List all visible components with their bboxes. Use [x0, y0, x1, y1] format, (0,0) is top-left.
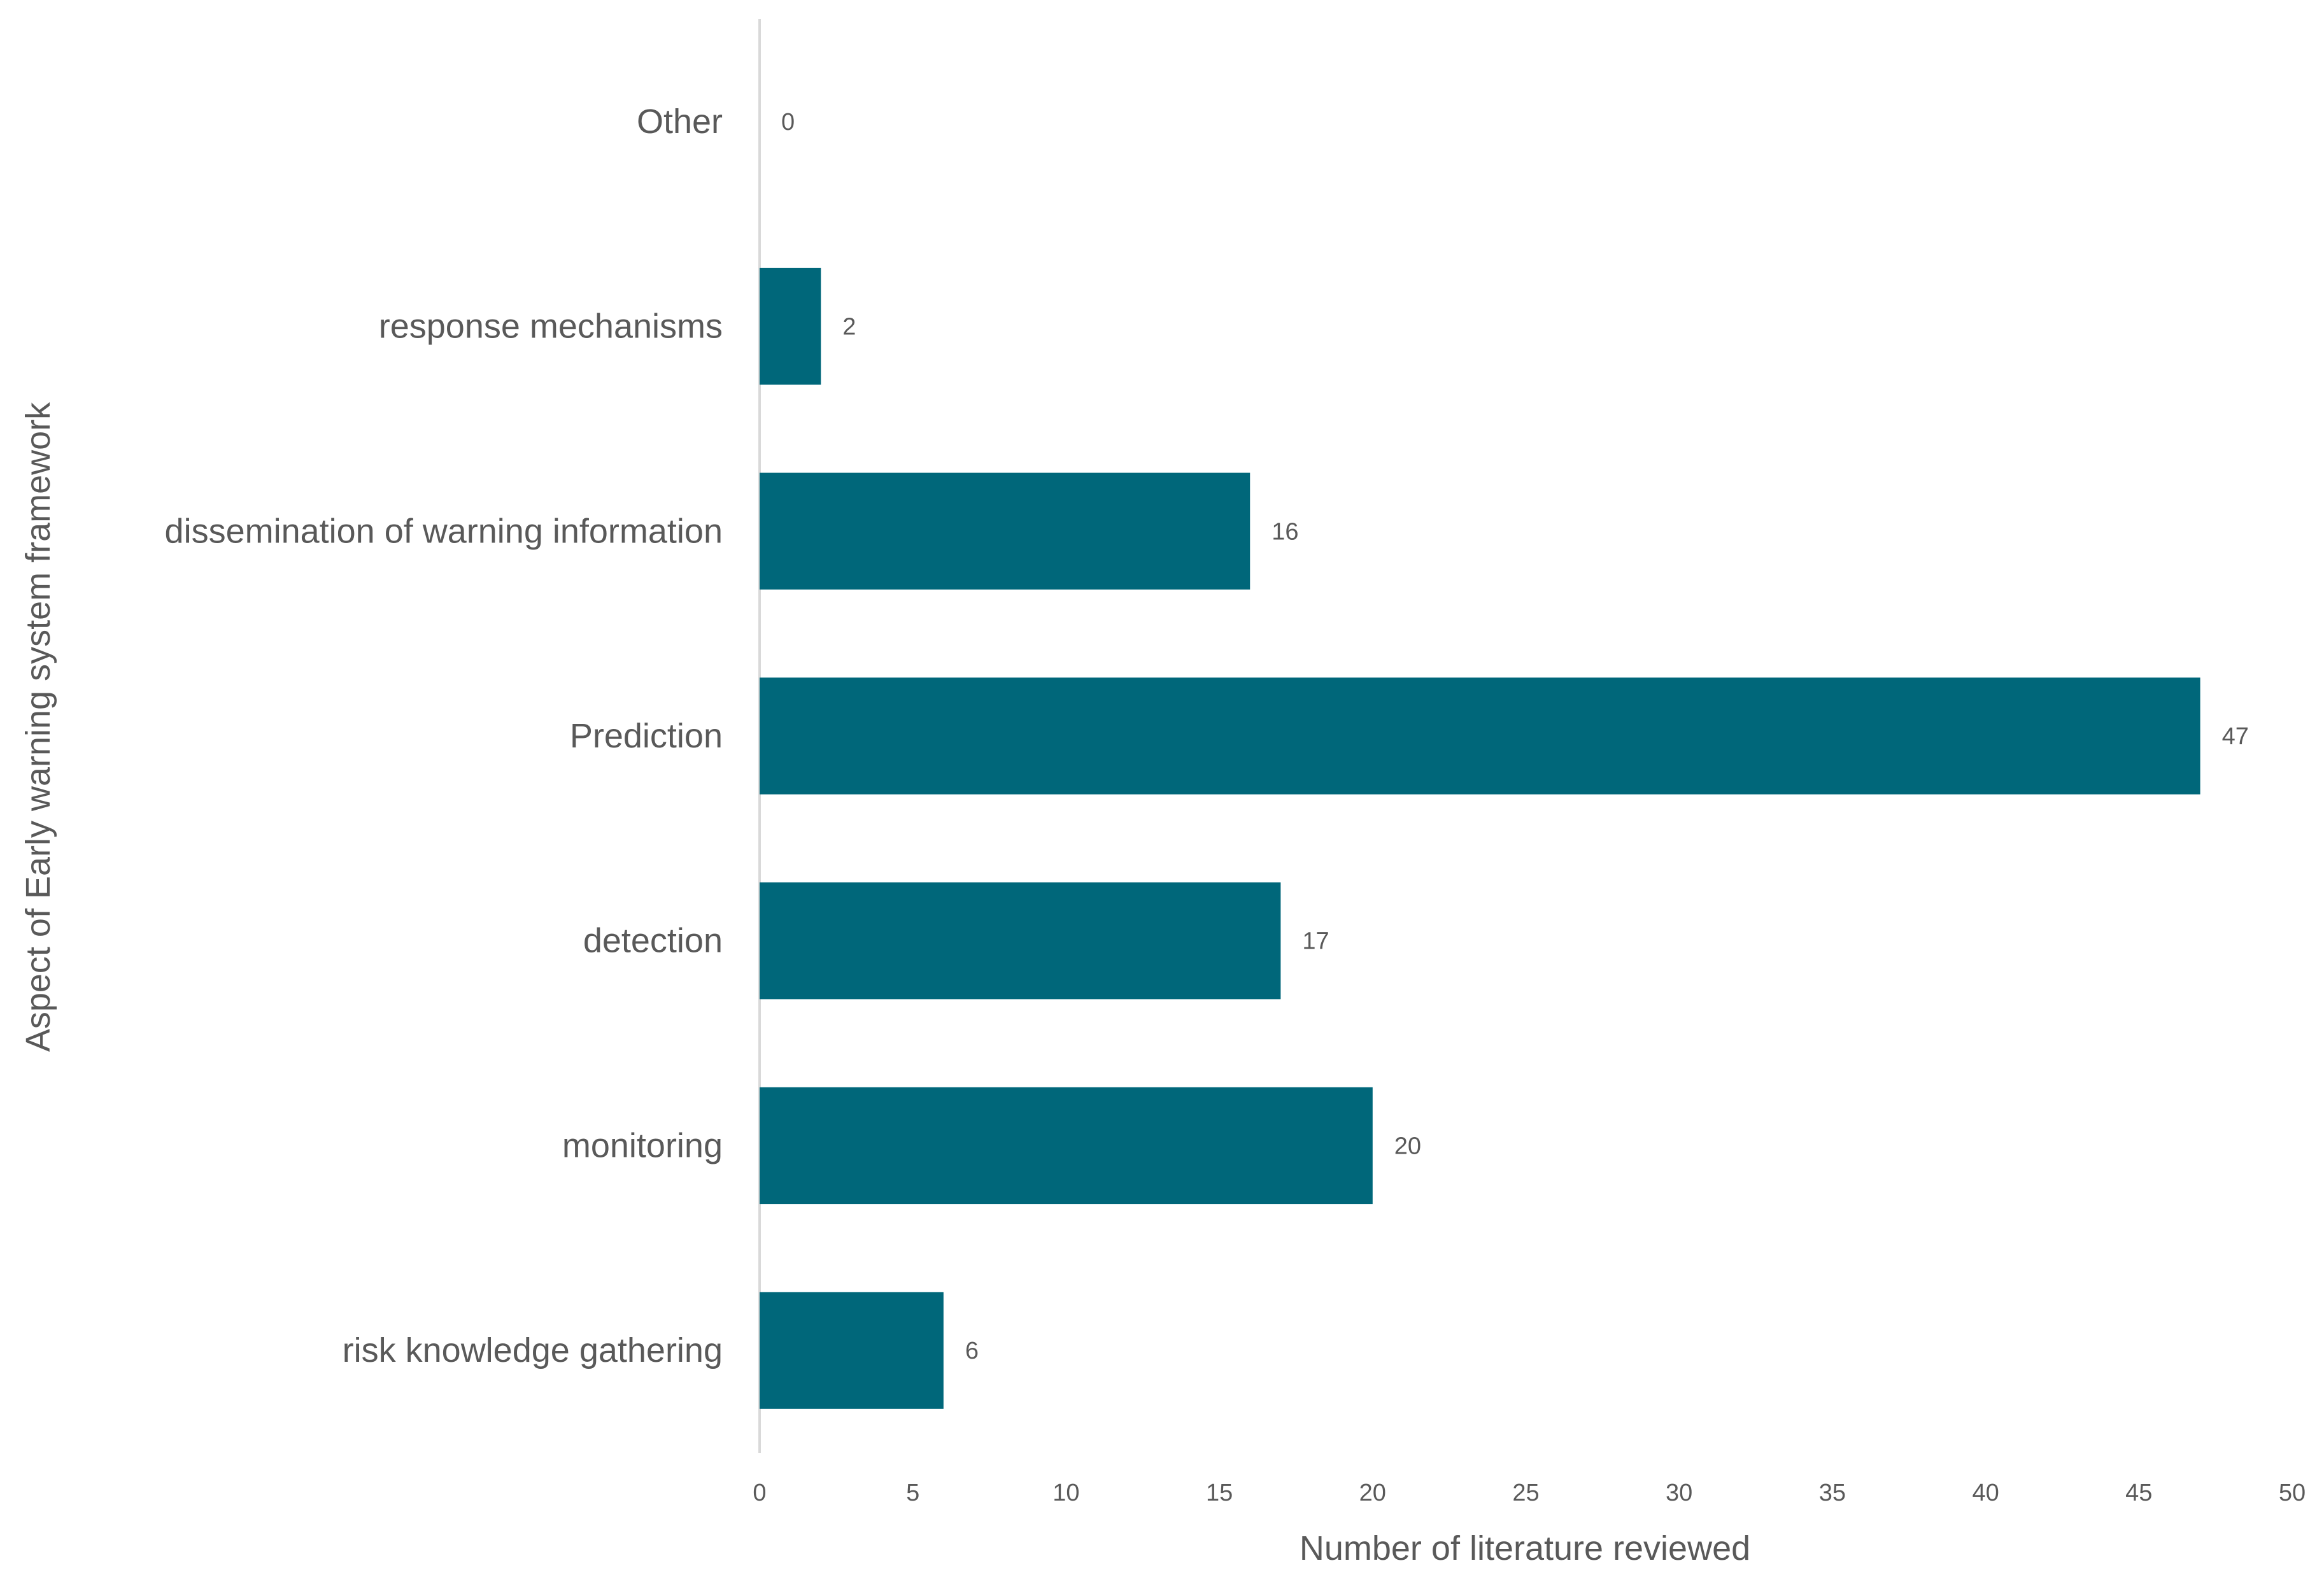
bar-response-mechanisms: [760, 267, 821, 385]
x-axis-tick-labels: 0 5 10 15 20 25 30 35 40 45 50: [753, 1480, 2306, 1506]
x-tick-label: 15: [1206, 1480, 1233, 1506]
category-label: dissemination of warning information: [165, 512, 723, 550]
bar-dissemination-of-warning-information: [760, 472, 1251, 590]
category-label: monitoring: [562, 1126, 723, 1164]
category-label: Prediction: [570, 717, 723, 755]
category-label: detection: [583, 922, 723, 960]
x-tick-label: 20: [1359, 1480, 1386, 1506]
x-tick-label: 25: [1512, 1480, 1539, 1506]
y-axis-tick-labels: risk knowledge gathering monitoring detect…: [165, 103, 723, 1369]
bars: [760, 267, 2200, 1409]
data-label: 17: [1302, 928, 1329, 955]
x-axis-title: Number of literature reviewed: [1300, 1529, 1750, 1567]
data-label: 2: [842, 314, 856, 341]
x-tick-label: 40: [1972, 1480, 1999, 1506]
x-tick-label: 45: [2125, 1480, 2152, 1506]
x-tick-label: 0: [753, 1480, 766, 1506]
category-label: risk knowledge gathering: [343, 1331, 723, 1369]
bar-prediction: [760, 677, 2200, 795]
category-label: Other: [637, 103, 723, 141]
data-label: 20: [1394, 1133, 1421, 1159]
y-axis-title: Aspect of Early warning system framework: [19, 402, 57, 1052]
bar-detection: [760, 882, 1281, 1000]
data-label: 47: [2222, 723, 2249, 750]
bar-monitoring: [760, 1087, 1373, 1205]
x-tick-label: 50: [2279, 1480, 2306, 1506]
data-label: 6: [965, 1338, 979, 1364]
category-label: response mechanisms: [379, 308, 723, 346]
data-label: 0: [781, 109, 795, 136]
data-label: 16: [1272, 518, 1298, 545]
x-tick-label: 30: [1666, 1480, 1692, 1506]
x-tick-label: 10: [1052, 1480, 1079, 1506]
x-tick-label: 35: [1819, 1480, 1846, 1506]
bar-risk-knowledge-gathering: [760, 1292, 944, 1409]
x-tick-label: 5: [906, 1480, 919, 1506]
